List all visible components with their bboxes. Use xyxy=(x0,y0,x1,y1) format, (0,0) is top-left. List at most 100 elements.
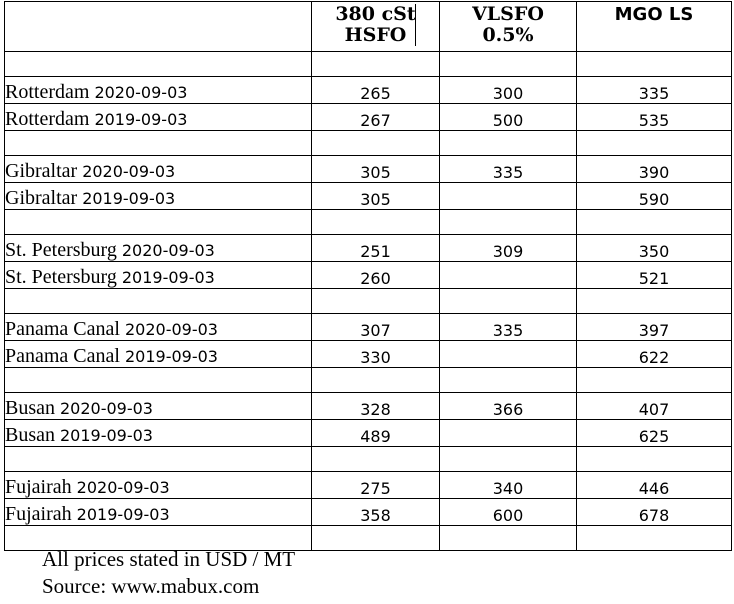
empty-cell xyxy=(576,446,732,472)
hsfo-price: 265 xyxy=(311,76,440,104)
mgo-price: 622 xyxy=(576,340,732,368)
empty-cell xyxy=(4,446,312,472)
port-date: 2020-09-03 xyxy=(124,320,218,339)
port-name: Rotterdam xyxy=(5,81,90,103)
mgo-price: 335 xyxy=(576,76,732,104)
hsfo-price: 251 xyxy=(311,234,440,262)
table-row: Gibraltar 2020-09-03 305 335 390 xyxy=(4,155,732,183)
port-date: 2019-09-03 xyxy=(76,505,170,524)
header-row: 380 cSt HSFO VLSFO 0.5% MGO LS xyxy=(4,1,732,52)
empty-cell xyxy=(439,130,577,156)
vlsfo-price: 335 xyxy=(439,155,577,183)
port-name: St. Petersburg xyxy=(5,266,117,288)
header-hsfo-line1: 380 cSt xyxy=(335,3,416,25)
vlsfo-price: 600 xyxy=(439,498,577,526)
mgo-price: 350 xyxy=(576,234,732,262)
hsfo-price: 330 xyxy=(311,340,440,368)
mgo-price: 590 xyxy=(576,182,732,210)
empty-cell xyxy=(576,288,732,314)
port-cell: Fujairah 2019-09-03 xyxy=(4,498,312,526)
empty-cell xyxy=(4,51,312,77)
mgo-price: 390 xyxy=(576,155,732,183)
port-cell: Gibraltar 2020-09-03 xyxy=(4,155,312,183)
port-date: 2019-09-03 xyxy=(82,189,176,208)
port-cell: Rotterdam 2019-09-03 xyxy=(4,103,312,131)
mgo-price: 625 xyxy=(576,419,732,447)
empty-cell xyxy=(311,367,440,393)
header-vlsfo: VLSFO 0.5% xyxy=(439,1,577,52)
port-name: Gibraltar xyxy=(5,187,78,209)
table-footer: All prices stated in USD / MT Source: ww… xyxy=(42,546,295,600)
empty-cell xyxy=(311,51,440,77)
empty-cell xyxy=(576,51,732,77)
table-row: St. Petersburg 2019-09-03 260 521 xyxy=(4,261,732,289)
port-date: 2019-09-03 xyxy=(94,110,188,129)
table-row: Panama Canal 2019-09-03 330 622 xyxy=(4,340,732,368)
vlsfo-price xyxy=(439,340,577,368)
port-name: Rotterdam xyxy=(5,108,90,130)
table-row: Busan 2020-09-03 328 366 407 xyxy=(4,392,732,420)
table-row: St. Petersburg 2020-09-03 251 309 350 xyxy=(4,234,732,262)
hsfo-price: 305 xyxy=(311,182,440,210)
vlsfo-price: 335 xyxy=(439,313,577,341)
port-cell: St. Petersburg 2019-09-03 xyxy=(4,261,312,289)
port-cell: Busan 2019-09-03 xyxy=(4,419,312,447)
vlsfo-price xyxy=(439,261,577,289)
spacer-row xyxy=(4,446,732,472)
spacer-row xyxy=(4,525,732,551)
hsfo-price: 305 xyxy=(311,155,440,183)
text-cursor xyxy=(415,4,416,46)
port-cell: Rotterdam 2020-09-03 xyxy=(4,76,312,104)
header-mgo: MGO LS xyxy=(576,1,732,52)
empty-cell xyxy=(4,288,312,314)
hsfo-price: 307 xyxy=(311,313,440,341)
source-note: Source: www.mabux.com xyxy=(42,574,260,598)
port-cell: Fujairah 2020-09-03 xyxy=(4,471,312,499)
empty-cell xyxy=(4,130,312,156)
port-name: Busan xyxy=(5,397,56,419)
currency-note: All prices stated in USD / MT xyxy=(42,547,296,571)
header-hsfo: 380 cSt HSFO xyxy=(311,1,440,52)
table-row: Panama Canal 2020-09-03 307 335 397 xyxy=(4,313,732,341)
table-row: Rotterdam 2019-09-03 267 500 535 xyxy=(4,103,732,131)
table-row: Gibraltar 2019-09-03 305 590 xyxy=(4,182,732,210)
table-row: Rotterdam 2020-09-03 265 300 335 xyxy=(4,76,732,104)
empty-cell xyxy=(311,288,440,314)
hsfo-price: 260 xyxy=(311,261,440,289)
empty-cell xyxy=(4,209,312,235)
header-vlsfo-line2: 0.5% xyxy=(482,24,534,46)
vlsfo-price xyxy=(439,182,577,210)
mgo-price: 397 xyxy=(576,313,732,341)
port-cell: Gibraltar 2019-09-03 xyxy=(4,182,312,210)
port-name: Busan xyxy=(5,424,56,446)
port-name: Panama Canal xyxy=(5,318,120,340)
empty-cell xyxy=(311,446,440,472)
vlsfo-price: 300 xyxy=(439,76,577,104)
empty-cell xyxy=(311,130,440,156)
empty-cell xyxy=(311,525,440,551)
empty-cell xyxy=(4,525,312,551)
empty-cell xyxy=(4,367,312,393)
empty-cell xyxy=(576,130,732,156)
spacer-row xyxy=(4,367,732,393)
port-cell: Busan 2020-09-03 xyxy=(4,392,312,420)
vlsfo-price: 366 xyxy=(439,392,577,420)
port-date: 2019-09-03 xyxy=(121,268,215,287)
table-body: Rotterdam 2020-09-03 265 300 335 Rotterdam 2… xyxy=(4,51,732,551)
port-date: 2020-09-03 xyxy=(94,83,188,102)
header-hsfo-line2: HSFO xyxy=(344,24,407,46)
port-name: Fujairah xyxy=(5,476,72,498)
port-name: Fujairah xyxy=(5,503,72,525)
hsfo-price: 328 xyxy=(311,392,440,420)
hsfo-price: 275 xyxy=(311,471,440,499)
vlsfo-price: 500 xyxy=(439,103,577,131)
mgo-price: 521 xyxy=(576,261,732,289)
mgo-price: 678 xyxy=(576,498,732,526)
port-date: 2020-09-03 xyxy=(82,162,176,181)
empty-cell xyxy=(439,209,577,235)
spacer-row xyxy=(4,209,732,235)
port-date: 2019-09-03 xyxy=(60,426,153,445)
bunker-price-table: 380 cSt HSFO VLSFO 0.5% MGO LS Rotterdam… xyxy=(4,1,732,551)
header-vlsfo-line1: VLSFO xyxy=(472,3,544,25)
empty-cell xyxy=(439,51,577,77)
